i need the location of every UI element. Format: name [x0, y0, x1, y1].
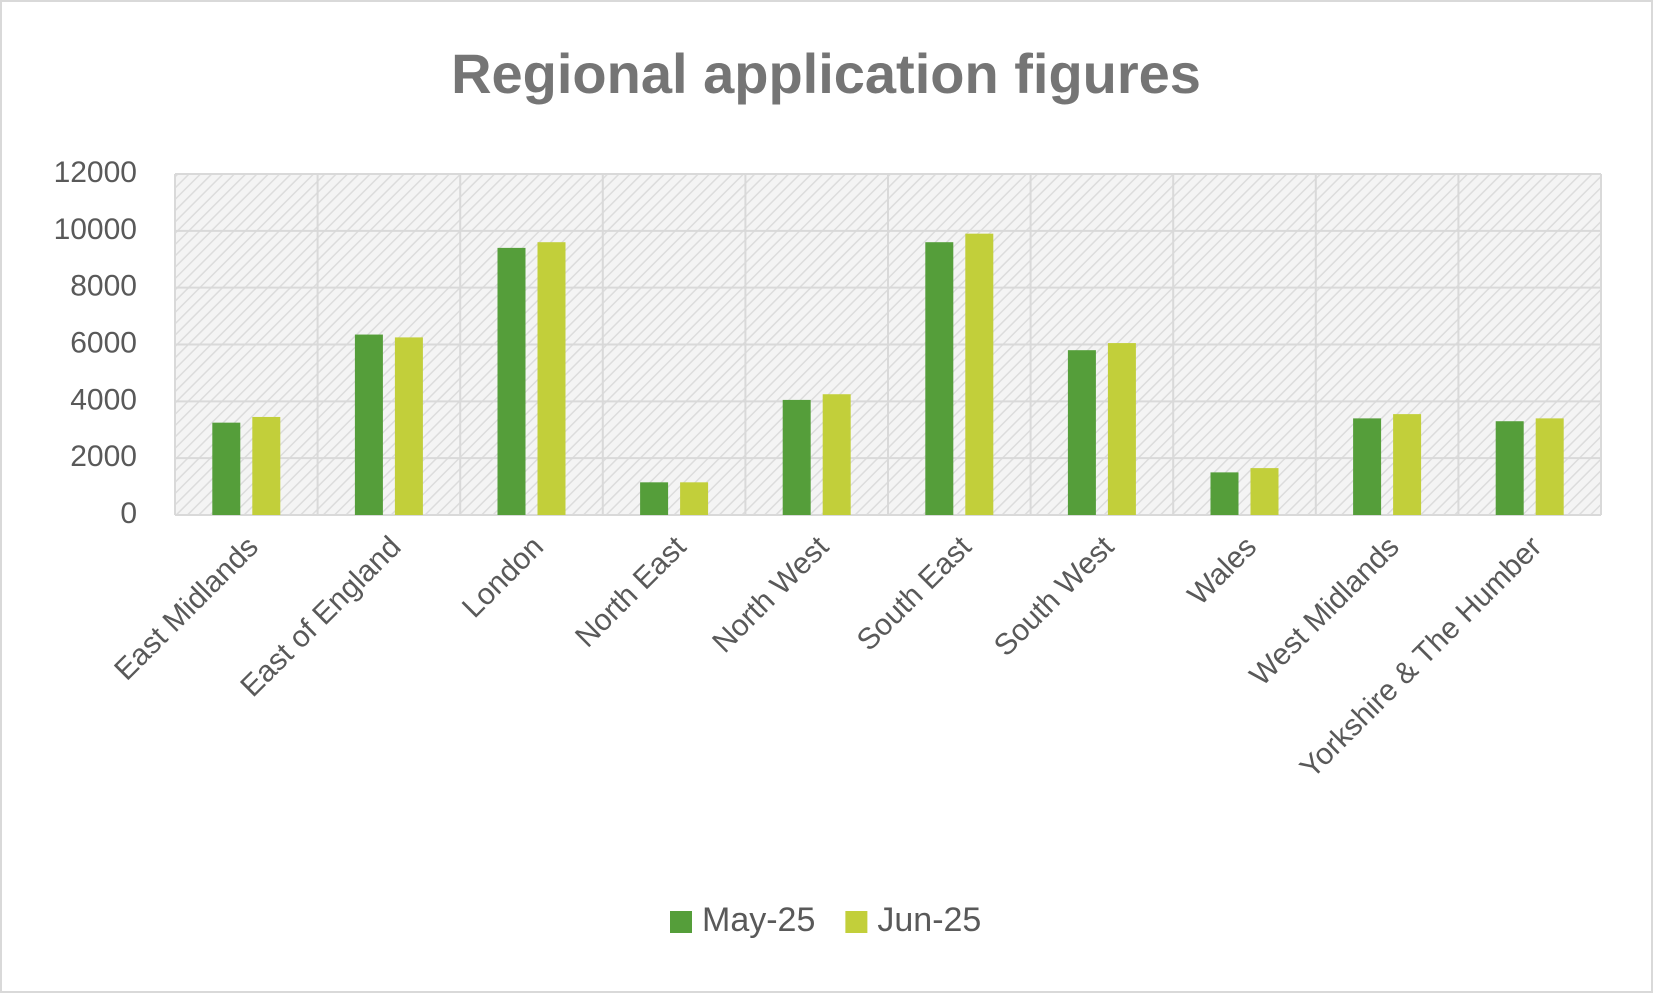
- legend-swatch: [845, 911, 868, 933]
- bar: [1067, 350, 1096, 515]
- legend-label: Jun-25: [877, 901, 981, 939]
- bar: [925, 242, 954, 515]
- bar: [212, 422, 241, 515]
- y-tick-label: 0: [120, 497, 137, 530]
- chart-title: Regional application figures: [451, 42, 1201, 105]
- bar: [394, 337, 423, 515]
- bar: [1495, 421, 1524, 515]
- y-tick-label: 6000: [70, 326, 137, 359]
- bar: [1210, 472, 1239, 515]
- bar: [965, 233, 994, 516]
- bar: [680, 482, 709, 515]
- bar: [354, 334, 383, 515]
- bar: [640, 482, 669, 515]
- y-tick-label: 8000: [70, 270, 137, 303]
- bar: [497, 247, 526, 515]
- bar: [822, 394, 851, 515]
- y-tick-label: 4000: [70, 383, 137, 416]
- bar: [1107, 343, 1136, 515]
- y-tick-label: 12000: [54, 156, 137, 189]
- bar: [1535, 418, 1564, 515]
- bar: [252, 416, 281, 515]
- y-tick-label: 2000: [70, 440, 137, 473]
- y-tick-label: 10000: [54, 213, 137, 246]
- legend-swatch: [670, 911, 692, 933]
- bar: [1250, 468, 1279, 515]
- bar: [1353, 418, 1382, 515]
- legend-label: May-25: [702, 901, 815, 939]
- bar: [1393, 414, 1422, 515]
- bar: [537, 242, 566, 515]
- bar: [782, 399, 811, 515]
